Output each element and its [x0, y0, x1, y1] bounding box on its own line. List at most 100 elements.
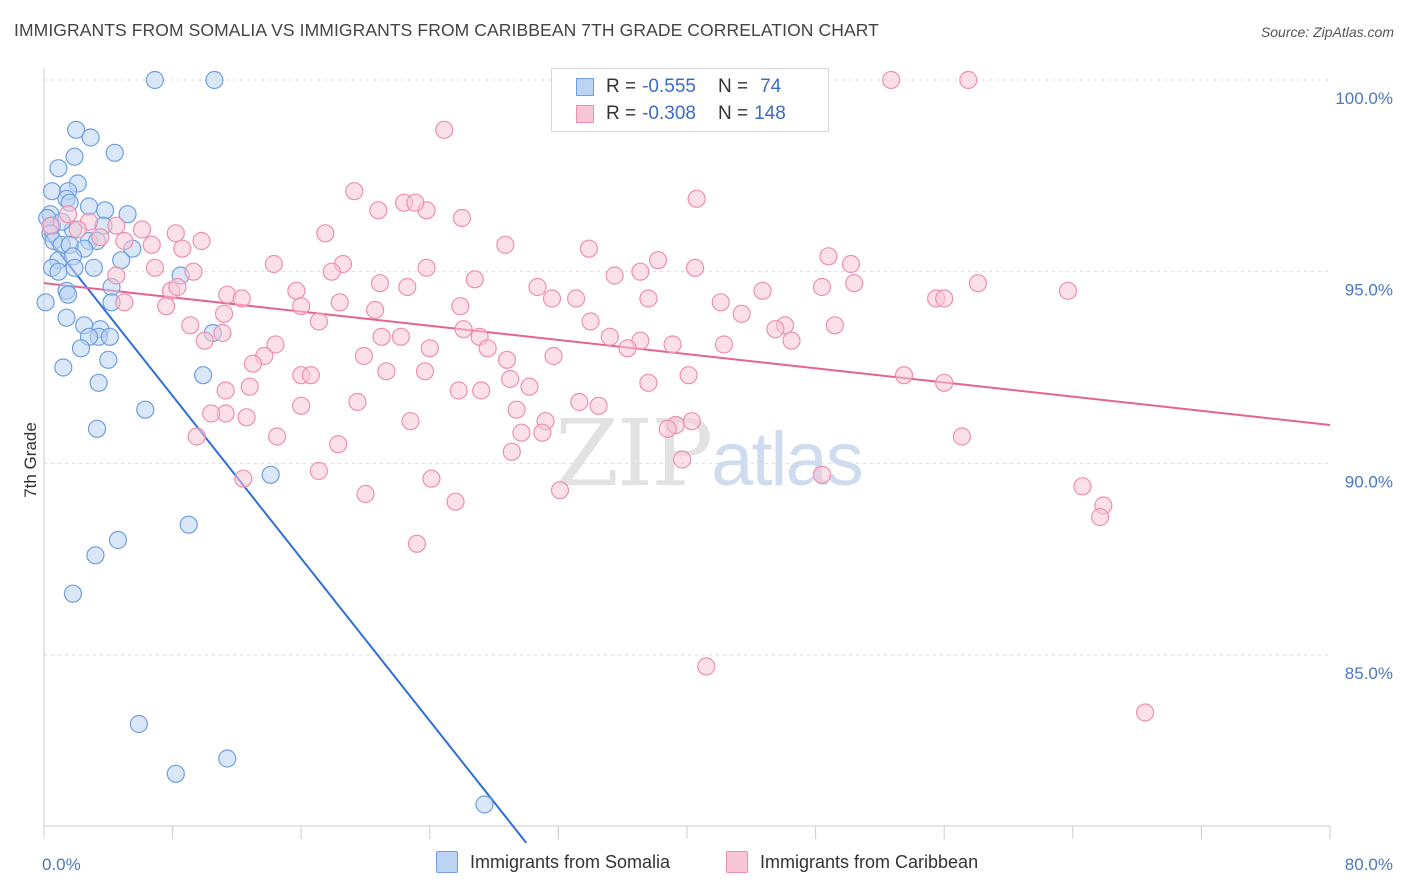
point-caribbean — [68, 220, 87, 239]
point-caribbean — [407, 534, 427, 553]
point-caribbean — [566, 289, 586, 308]
point-caribbean — [267, 427, 287, 446]
point-caribbean — [41, 216, 60, 235]
point-caribbean — [264, 254, 283, 274]
point-somalia — [194, 366, 213, 385]
point-caribbean — [1058, 281, 1078, 300]
trend-line-caribbean — [43, 282, 1331, 426]
point-caribbean — [345, 182, 364, 201]
point-somalia — [87, 419, 107, 438]
point-caribbean — [589, 396, 608, 415]
point-caribbean — [132, 220, 152, 239]
point-somalia — [166, 764, 185, 783]
point-somalia — [63, 584, 83, 603]
point-caribbean — [679, 366, 698, 385]
point-caribbean — [370, 274, 390, 293]
point-caribbean — [496, 235, 515, 254]
point-caribbean — [766, 320, 785, 339]
point-somalia — [89, 373, 108, 392]
point-caribbean — [542, 289, 562, 308]
point-caribbean — [142, 235, 161, 254]
point-caribbean — [497, 350, 517, 369]
point-caribbean — [658, 419, 677, 438]
trend-line-somalia — [43, 232, 528, 844]
point-caribbean — [435, 120, 454, 139]
point-caribbean — [377, 362, 396, 381]
point-caribbean — [309, 461, 328, 481]
point-caribbean — [187, 427, 206, 446]
point-caribbean — [935, 289, 954, 308]
point-caribbean — [533, 423, 552, 442]
point-caribbean — [330, 293, 349, 312]
point-caribbean — [266, 335, 285, 354]
point-caribbean — [825, 316, 844, 335]
x-tick-label: 0.0% — [42, 855, 81, 874]
point-somalia — [99, 350, 118, 369]
point-somalia — [36, 293, 55, 312]
point-caribbean — [959, 70, 978, 90]
point-caribbean — [348, 392, 367, 412]
point-caribbean — [581, 312, 600, 331]
point-caribbean — [882, 70, 901, 90]
point-caribbean — [329, 435, 348, 454]
point-somalia — [65, 258, 84, 277]
point-caribbean — [415, 362, 435, 381]
point-caribbean — [639, 289, 658, 308]
point-caribbean — [663, 335, 682, 354]
point-caribbean — [417, 258, 436, 277]
point-caribbean — [935, 373, 954, 392]
point-caribbean — [648, 251, 668, 270]
point-caribbean — [673, 450, 692, 469]
point-caribbean — [753, 281, 772, 300]
point-caribbean — [301, 366, 320, 385]
y-tick-label: 90.0% — [1345, 472, 1393, 491]
point-caribbean — [697, 657, 716, 676]
point-caribbean — [309, 312, 328, 331]
legend-item-caribbean[interactable]: Immigrants from Caribbean — [726, 851, 978, 873]
point-caribbean — [173, 239, 192, 258]
point-caribbean — [512, 423, 531, 442]
legend-r-value: -0.555 — [642, 76, 696, 97]
point-caribbean — [195, 331, 214, 350]
point-caribbean — [732, 304, 751, 323]
point-caribbean — [214, 304, 234, 323]
point-caribbean — [618, 339, 637, 358]
point-somalia — [475, 795, 494, 814]
point-caribbean — [216, 381, 235, 400]
legend-n-label: N = — [717, 103, 749, 124]
point-caribbean — [631, 262, 650, 281]
series-legend: Immigrants from Somalia Immigrants from … — [0, 851, 1406, 879]
point-caribbean — [952, 427, 971, 446]
point-somalia — [179, 515, 198, 534]
point-caribbean — [356, 484, 375, 504]
point-caribbean — [91, 228, 110, 247]
point-caribbean — [240, 377, 259, 396]
point-somalia — [49, 262, 68, 281]
point-caribbean — [894, 366, 914, 385]
point-somalia — [112, 251, 131, 270]
point-somalia — [84, 258, 103, 277]
point-caribbean — [292, 297, 311, 316]
point-caribbean — [184, 262, 203, 281]
point-somalia — [57, 308, 76, 327]
point-caribbean — [528, 277, 547, 297]
point-somalia — [86, 546, 105, 565]
legend-item-somalia[interactable]: Immigrants from Somalia — [436, 851, 670, 873]
point-caribbean — [322, 262, 341, 281]
point-somalia — [54, 358, 73, 377]
point-caribbean — [115, 293, 134, 312]
legend-n-value: 74 — [760, 76, 782, 97]
trend-lines — [43, 232, 1331, 844]
legend-r-label: R = — [606, 103, 637, 124]
point-caribbean — [600, 327, 619, 346]
point-caribbean — [366, 300, 385, 320]
point-caribbean — [472, 381, 491, 400]
point-somalia — [136, 400, 155, 419]
legend-swatch-caribbean — [576, 105, 594, 123]
point-somalia — [261, 465, 280, 484]
point-caribbean — [166, 224, 185, 243]
point-caribbean — [550, 481, 570, 500]
y-axis-label: 7th Grade — [21, 422, 40, 498]
point-somalia — [59, 285, 78, 304]
